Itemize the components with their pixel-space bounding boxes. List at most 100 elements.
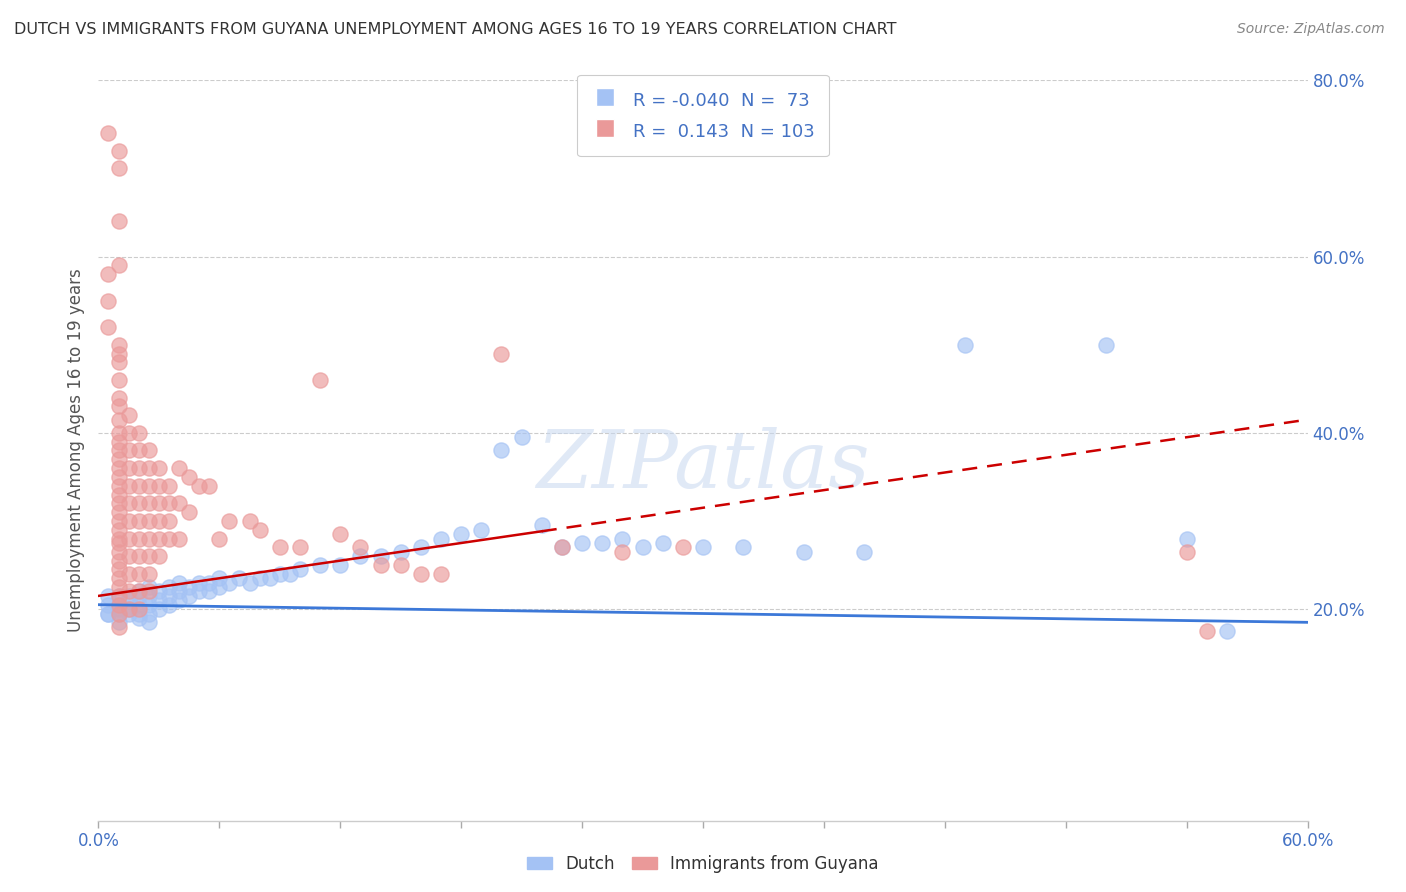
Point: [793, 545, 815, 559]
Point: [107, 536, 129, 550]
Point: [651, 536, 673, 550]
Point: [148, 461, 170, 475]
Point: [107, 479, 129, 493]
Point: [259, 571, 281, 585]
Point: [269, 566, 291, 581]
Point: [631, 541, 654, 555]
Point: [288, 562, 311, 576]
Point: [107, 161, 129, 176]
Point: [107, 487, 129, 501]
Point: [157, 598, 180, 612]
Point: [107, 598, 129, 612]
Point: [118, 593, 141, 607]
Point: [107, 554, 129, 568]
Text: ZIPatlas: ZIPatlas: [536, 426, 870, 504]
Point: [167, 593, 190, 607]
Point: [107, 144, 129, 158]
Point: [278, 566, 301, 581]
Point: [97, 589, 120, 603]
Point: [228, 571, 250, 585]
Point: [329, 558, 352, 572]
Point: [107, 602, 129, 616]
Point: [208, 571, 231, 585]
Point: [107, 615, 129, 630]
Point: [97, 293, 120, 308]
Point: [107, 562, 129, 576]
Point: [370, 549, 392, 564]
Point: [409, 541, 432, 555]
Point: [179, 505, 201, 519]
Point: [118, 589, 141, 603]
Point: [118, 514, 141, 528]
Point: [128, 566, 150, 581]
Point: [128, 461, 150, 475]
Point: [97, 607, 120, 621]
Point: [118, 425, 141, 440]
Point: [107, 452, 129, 467]
Point: [107, 443, 129, 458]
Point: [107, 589, 129, 603]
Point: [148, 584, 170, 599]
Point: [107, 355, 129, 369]
Point: [138, 549, 160, 564]
Point: [138, 514, 160, 528]
Point: [138, 496, 160, 510]
Point: [148, 479, 170, 493]
Point: [138, 598, 160, 612]
Point: [128, 584, 150, 599]
Point: [128, 496, 150, 510]
Point: [128, 602, 150, 616]
Point: [198, 575, 221, 590]
Point: [138, 615, 160, 630]
Point: [733, 541, 755, 555]
Point: [571, 536, 593, 550]
Point: [551, 541, 574, 555]
Point: [612, 545, 634, 559]
Point: [128, 532, 150, 546]
Point: [157, 496, 180, 510]
Point: [138, 479, 160, 493]
Point: [672, 541, 695, 555]
Point: [148, 593, 170, 607]
Point: [430, 566, 453, 581]
Point: [329, 527, 352, 541]
Point: [179, 470, 201, 484]
Point: [157, 532, 180, 546]
Point: [107, 514, 129, 528]
Point: [239, 514, 262, 528]
Point: [148, 532, 170, 546]
Point: [107, 571, 129, 585]
Y-axis label: Unemployment Among Ages 16 to 19 years: Unemployment Among Ages 16 to 19 years: [66, 268, 84, 632]
Point: [157, 479, 180, 493]
Point: [128, 479, 150, 493]
Point: [188, 479, 211, 493]
Point: [349, 541, 371, 555]
Point: [179, 580, 201, 594]
Point: [107, 470, 129, 484]
Point: [107, 545, 129, 559]
Point: [179, 589, 201, 603]
Point: [409, 566, 432, 581]
Point: [107, 598, 129, 612]
Point: [167, 496, 190, 510]
Point: [128, 425, 150, 440]
Point: [309, 373, 332, 387]
Point: [97, 267, 120, 281]
Point: [118, 443, 141, 458]
Point: [148, 549, 170, 564]
Point: [107, 434, 129, 449]
Point: [167, 584, 190, 599]
Point: [118, 408, 141, 422]
Point: [107, 620, 129, 634]
Point: [551, 541, 574, 555]
Point: [430, 532, 453, 546]
Point: [249, 523, 271, 537]
Point: [118, 602, 141, 616]
Point: [107, 505, 129, 519]
Point: [208, 580, 231, 594]
Point: [107, 346, 129, 360]
Point: [198, 479, 221, 493]
Point: [118, 461, 141, 475]
Point: [530, 518, 553, 533]
Point: [591, 536, 613, 550]
